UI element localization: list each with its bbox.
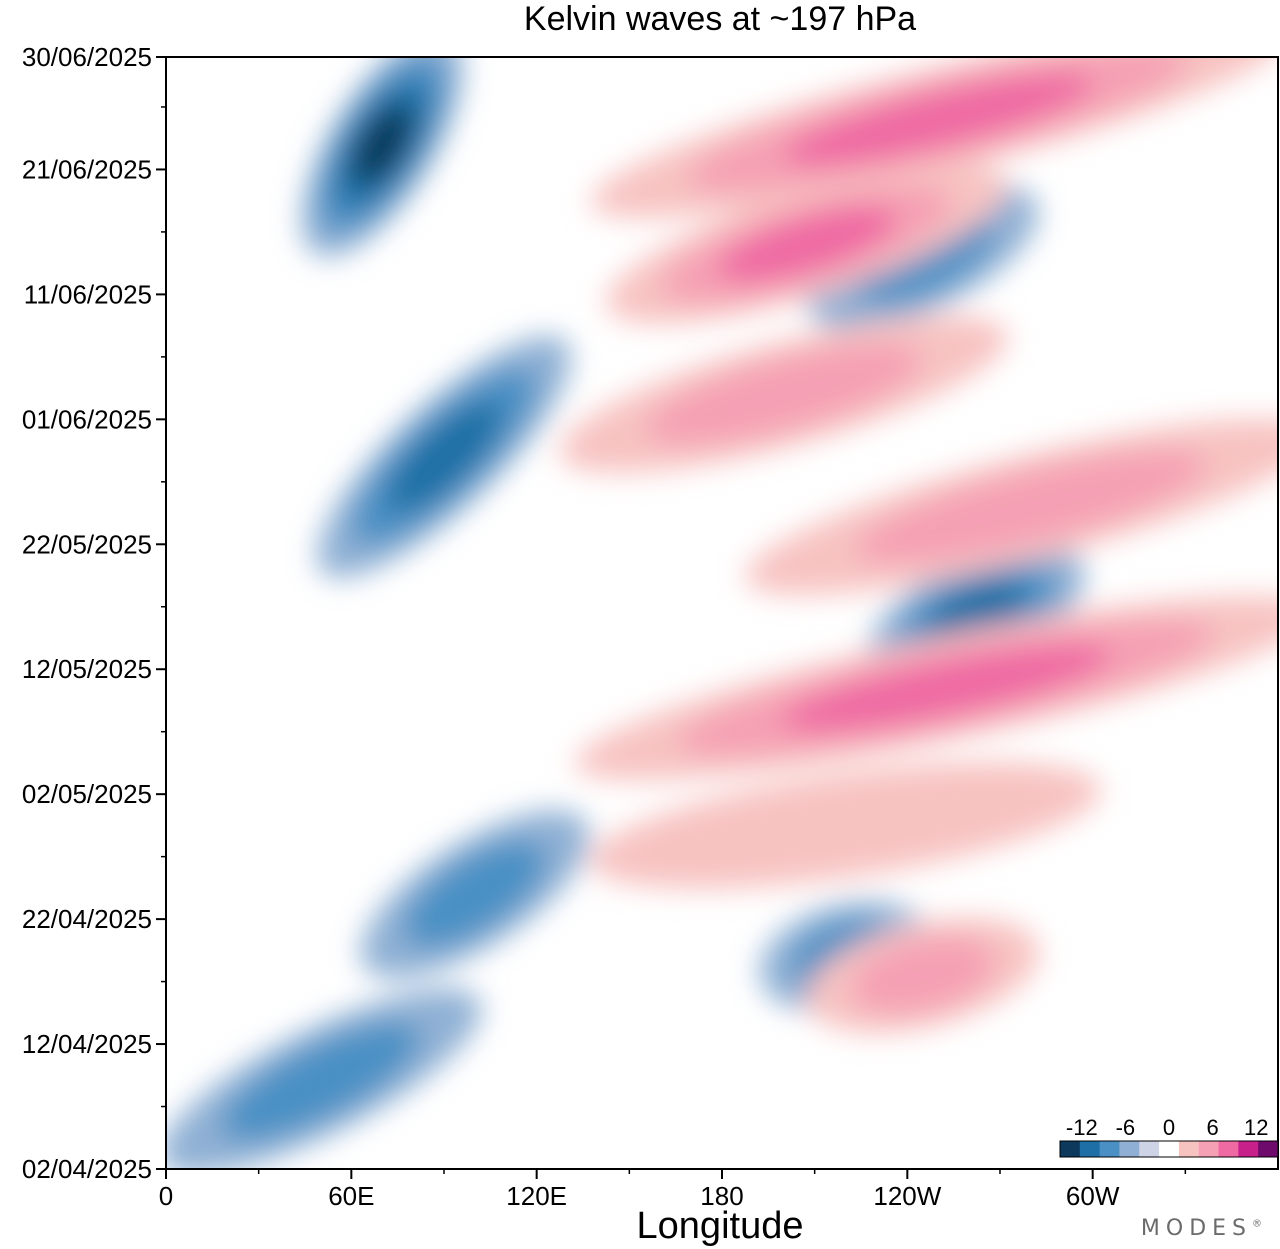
y-tick-label: 12/04/2025 bbox=[22, 1029, 152, 1059]
watermark-text: MODES bbox=[1140, 1216, 1252, 1241]
colorbar-swatch bbox=[1060, 1141, 1081, 1157]
colorbar: -12 -6 0 6 12 bbox=[1059, 1115, 1279, 1158]
y-tick-label: 21/06/2025 bbox=[22, 154, 152, 184]
x-tick-label: 120W bbox=[873, 1181, 941, 1211]
anomaly-band-2 bbox=[317, 335, 571, 578]
plot-area bbox=[165, 56, 1279, 1170]
anomaly-band-3 bbox=[360, 810, 590, 979]
colorbar-label: 12 bbox=[1244, 1115, 1268, 1140]
colorbar-label: 6 bbox=[1206, 1115, 1218, 1140]
modes-watermark: MODES® bbox=[1141, 1216, 1262, 1241]
x-tick-label: 60W bbox=[1066, 1181, 1120, 1211]
watermark-registered-mark: ® bbox=[1252, 1218, 1262, 1230]
y-tick-label: 22/04/2025 bbox=[22, 904, 152, 934]
chart-title: Kelvin waves at ~197 hPa bbox=[524, 0, 916, 38]
y-tick-label: 22/05/2025 bbox=[22, 529, 152, 559]
y-tick-label: 02/05/2025 bbox=[22, 779, 152, 809]
y-tick-label: 30/06/2025 bbox=[22, 42, 152, 72]
anomaly-band-9 bbox=[605, 165, 1008, 324]
colorbar-swatch bbox=[1258, 1141, 1279, 1157]
colorbar-label: -12 bbox=[1066, 1115, 1098, 1140]
anomaly-band-1 bbox=[301, 57, 463, 257]
y-axis: 02/04/2025 12/04/2025 22/04/2025 02/05/2025… bbox=[22, 42, 166, 1184]
anomaly-band-8 bbox=[590, 57, 1278, 218]
colorbar-label: 0 bbox=[1163, 1115, 1175, 1140]
anomaly-band-14 bbox=[806, 917, 1040, 1034]
colorbar-frame bbox=[1059, 1140, 1279, 1158]
colorbar-swatch bbox=[1178, 1141, 1200, 1157]
anomaly-field bbox=[166, 57, 1278, 1169]
colorbar-label: -6 bbox=[1116, 1115, 1136, 1140]
y-tick-label: 02/04/2025 bbox=[22, 1154, 152, 1184]
x-tick-label: 120E bbox=[506, 1181, 567, 1211]
colorbar-swatch bbox=[1159, 1141, 1180, 1157]
anomaly-band-11 bbox=[744, 418, 1278, 595]
anomaly-band-4 bbox=[166, 988, 482, 1169]
colorbar-swatch bbox=[1198, 1141, 1220, 1157]
x-axis: 0 60E 120E 180 120W 60W bbox=[159, 1169, 1187, 1211]
colorbar-swatch bbox=[1119, 1141, 1140, 1157]
anomaly-band-12 bbox=[574, 595, 1278, 781]
y-tick-label: 12/05/2025 bbox=[22, 654, 152, 684]
x-tick-label: 0 bbox=[159, 1181, 173, 1211]
colorbar-swatch bbox=[1218, 1141, 1239, 1157]
colorbar-swatch bbox=[1139, 1141, 1160, 1157]
y-tick-label: 11/06/2025 bbox=[24, 279, 152, 309]
colorbar-swatch bbox=[1079, 1141, 1101, 1157]
x-axis-label: Longitude bbox=[637, 1205, 804, 1247]
anomaly-band-13 bbox=[589, 762, 1102, 889]
y-tick-label: 01/06/2025 bbox=[22, 404, 152, 434]
anomaly-band-10 bbox=[559, 315, 1009, 473]
x-tick-label: 180 bbox=[700, 1181, 743, 1211]
x-tick-label: 60E bbox=[328, 1181, 374, 1211]
colorbar-swatch bbox=[1238, 1141, 1259, 1157]
colorbar-swatch bbox=[1099, 1141, 1120, 1157]
